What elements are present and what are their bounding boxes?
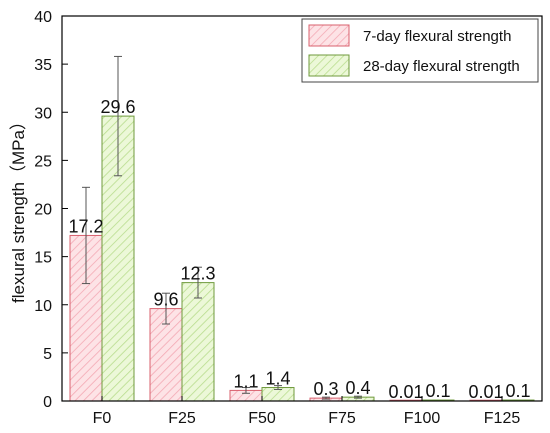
data-label-7-day-f0: 17.2: [68, 216, 103, 236]
y-tick-label: 25: [34, 153, 52, 170]
error-bar-7-day-f75: [322, 396, 330, 400]
data-label-28-day-f0: 29.6: [100, 97, 135, 117]
x-tick-label-f25: F25: [168, 410, 196, 427]
legend: 7-day flexural strength 28-day flexural …: [301, 18, 539, 83]
x-axis: F0 F25 F50 F75 F100 F125: [93, 396, 521, 427]
legend-swatch-28-day: [308, 54, 350, 77]
data-label-28-day-f75: 0.4: [345, 378, 370, 398]
x-tick-label-f50: F50: [248, 410, 276, 427]
x-tick-label-f75: F75: [328, 410, 356, 427]
error-bar-7-day-f25: [162, 292, 170, 325]
y-tick-label: 20: [34, 202, 52, 219]
error-bar-28-day-f50: [274, 385, 282, 390]
legend-label-28-day: 28-day flexural strength: [363, 58, 520, 75]
y-tick-label: 0: [43, 394, 52, 411]
error-bar-28-day-f75: [354, 395, 362, 399]
error-bar-7-day-f50: [242, 387, 250, 394]
y-tick-label: 30: [34, 105, 52, 122]
y-tick-label: 5: [43, 346, 52, 363]
error-bar-28-day-f25: [194, 266, 202, 299]
legend-label-7-day: 7-day flexural strength: [363, 28, 511, 45]
bars-layer: [69, 115, 535, 402]
data-label-7-day-f50: 1.1: [233, 371, 258, 391]
y-axis: 0 5 10 15 20 25 30 35 40: [34, 9, 68, 411]
x-tick-label-f0: F0: [93, 410, 112, 427]
error-bar-7-day-f0: [82, 186, 90, 285]
data-label-7-day-f75: 0.3: [313, 379, 338, 399]
data-label-28-day-f25: 12.3: [180, 264, 215, 284]
y-tick-label: 40: [34, 9, 52, 26]
legend-swatch-7-day: [308, 24, 350, 47]
bar-28-day-f25: [181, 282, 215, 402]
data-label-28-day-f50: 1.4: [265, 369, 290, 389]
y-tick-label: 15: [34, 250, 52, 267]
x-tick-label-f125: F125: [484, 410, 521, 427]
y-axis-title: flexural strength（MPa）: [9, 113, 28, 303]
data-label-7-day-f25: 9.6: [153, 290, 178, 310]
data-label-28-day-f125: 0.1: [505, 381, 530, 401]
x-tick-label-f100: F100: [404, 410, 441, 427]
y-tick-label: 35: [34, 57, 52, 74]
data-labels: 17.2 9.6 1.1 0.3 0.01 0.01 29.6 12.3 1.4 0.4 0.1 0.…: [68, 97, 530, 402]
y-tick-label: 10: [34, 298, 52, 315]
data-label-7-day-f125: 0.01: [468, 382, 503, 402]
error-bar-28-day-f0: [114, 55, 122, 177]
data-label-7-day-f100: 0.01: [388, 382, 423, 402]
data-label-28-day-f100: 0.1: [425, 381, 450, 401]
error-bars: [82, 55, 362, 400]
